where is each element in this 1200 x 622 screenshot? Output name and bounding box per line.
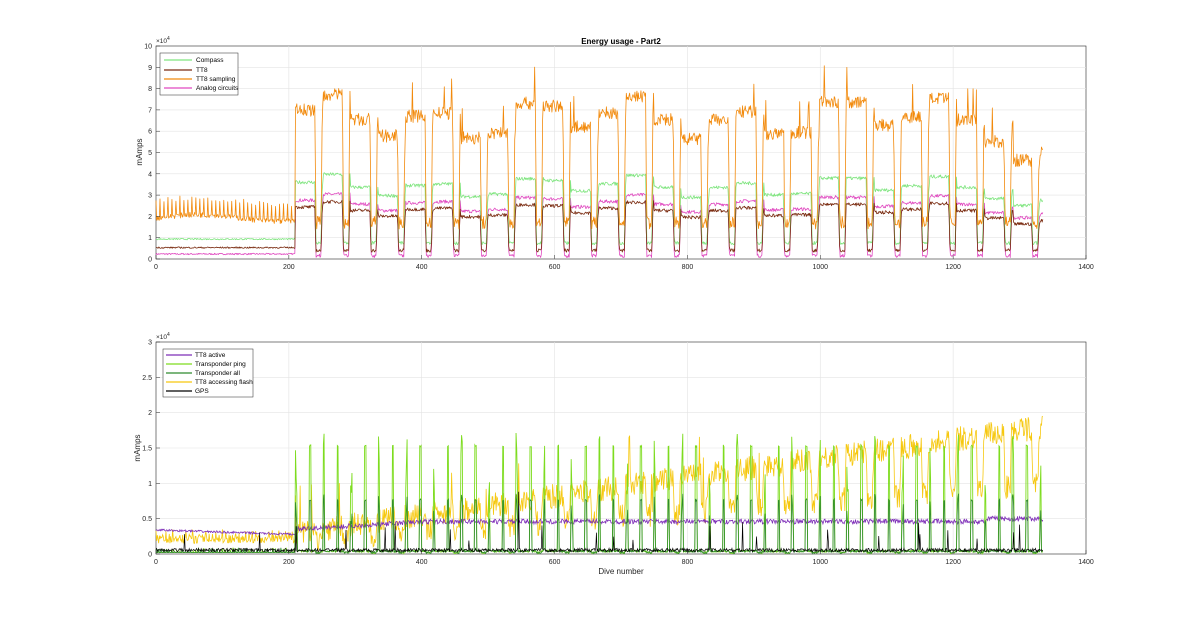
x-axis-label: Dive number <box>598 567 644 576</box>
y-tick-label: 10 <box>144 44 152 51</box>
legend-label-tt8-sampling: TT8 sampling <box>196 76 236 83</box>
legend-label-compass: Compass <box>196 57 224 64</box>
legend-top: Compass TT8 TT8 sampling Analog circuits <box>159 52 239 96</box>
x-tick-label: 1400 <box>1078 559 1094 566</box>
x-tick-label: 0 <box>154 559 158 566</box>
grid-top <box>156 46 1086 259</box>
x-tick-label: 1200 <box>945 264 961 271</box>
x-tick-label: 200 <box>283 559 295 566</box>
y-axis-label-bottom: mAmps <box>133 434 142 461</box>
legend-label-tt8: TT8 <box>196 67 208 74</box>
series-line-gps <box>155 491 1044 554</box>
series-line-tt8-active <box>155 514 1044 536</box>
x-tick-label: 200 <box>283 264 295 271</box>
x-tick-label: 800 <box>682 264 694 271</box>
ticks-bottom: 0 200 400 600 800 1000 1200 1400 0 0.5 1 1.5 2 2.5 3 <box>142 340 1094 567</box>
legend-label-tt8-accessing-flash: TT8 accessing flash <box>195 379 253 386</box>
y-tick-label: 2 <box>148 214 152 221</box>
x-tick-label: 1400 <box>1078 264 1094 271</box>
y-exponent-power-top: 4 <box>167 36 170 42</box>
series-top <box>155 65 1044 258</box>
series-line-analog-circuits <box>155 192 1044 258</box>
y-tick-label: 0 <box>148 257 152 264</box>
y-exponent-base-top: ×10 <box>156 38 167 45</box>
x-tick-label: 1000 <box>812 559 828 566</box>
x-tick-label: 800 <box>682 559 694 566</box>
x-tick-label: 400 <box>416 264 428 271</box>
y-tick-label: 2 <box>148 410 152 417</box>
ticks-top: 0 200 400 600 800 1000 1200 1400 0 1 2 3 4 5 6 7 8 9 10 <box>144 44 1094 272</box>
y-tick-label: 3 <box>148 340 152 347</box>
transponder-chart: 0 200 400 600 800 1000 1200 1400 0 0.5 1 1.5 2 2.5 3 D… <box>133 332 1094 576</box>
legend-label-analog-circuits: Analog circuits <box>196 85 239 92</box>
series-line-tt8-accessing-flash <box>155 415 1044 553</box>
legend-label-transponder-ping: Transponder ping <box>195 361 246 368</box>
series-line-compass <box>155 172 1044 246</box>
y-exponent-top: ×104 <box>156 36 170 45</box>
y-tick-label: 8 <box>148 86 152 93</box>
series-bottom <box>155 415 1044 555</box>
y-tick-label: 1.5 <box>142 446 152 453</box>
y-tick-label: 9 <box>148 65 152 72</box>
y-tick-label: 2.5 <box>142 375 152 382</box>
legend-label-transponder-all: Transponder all <box>195 370 240 377</box>
series-line-tt8 <box>155 199 1044 253</box>
y-tick-label: 1 <box>148 235 152 242</box>
y-tick-label: 3 <box>148 193 152 200</box>
y-tick-label: 6 <box>148 129 152 136</box>
y-tick-label: 4 <box>148 171 152 178</box>
y-tick-label: 1 <box>148 481 152 488</box>
energy-usage-chart: 0 200 400 600 800 1000 1200 1400 0 1 2 3 4 5 6 7 8 9 10 En… <box>135 36 1094 271</box>
x-tick-label: 0 <box>154 264 158 271</box>
y-axis-label-top: mAmps <box>135 138 144 165</box>
chart-title: Energy usage - Part2 <box>581 37 661 46</box>
y-tick-label: 0 <box>148 552 152 559</box>
series-line-tt8-sampling <box>155 65 1044 230</box>
x-tick-label: 400 <box>416 559 428 566</box>
x-tick-label: 600 <box>549 559 561 566</box>
x-tick-label: 600 <box>549 264 561 271</box>
legend-bottom: TT8 active Transponder ping Transponder … <box>162 348 254 398</box>
x-tick-label: 1000 <box>812 264 828 271</box>
y-tick-label: 7 <box>148 107 152 114</box>
y-exponent-power-bottom: 4 <box>167 332 170 338</box>
y-exponent-bottom: ×104 <box>156 332 170 341</box>
legend-label-tt8-active: TT8 active <box>195 352 226 359</box>
y-tick-label: 5 <box>148 150 152 157</box>
y-tick-label: 0.5 <box>142 516 152 523</box>
x-tick-label: 1200 <box>945 559 961 566</box>
legend-label-gps: GPS <box>195 388 209 395</box>
y-exponent-base-bottom: ×10 <box>156 334 167 341</box>
